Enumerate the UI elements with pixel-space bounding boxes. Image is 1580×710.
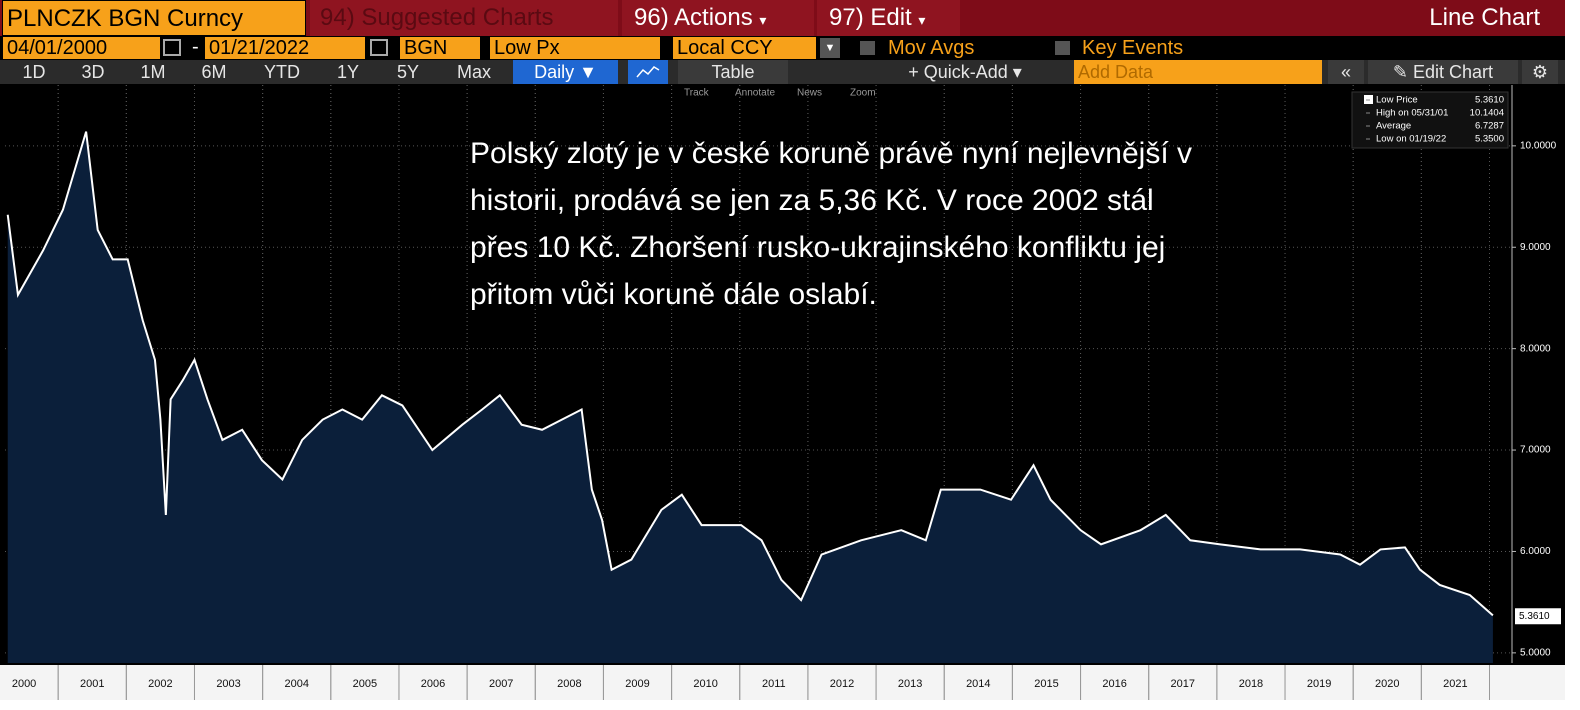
chart-kind: Line Chart <box>1429 4 1540 31</box>
dropdown-arrow: ▾ <box>918 12 926 28</box>
table-button[interactable]: Table <box>678 60 788 84</box>
x-tick-label: 2018 <box>1239 678 1263 690</box>
quick-add[interactable]: + Quick-Add ▾ <box>908 62 1022 82</box>
period[interactable]: Daily ▼ <box>513 60 618 84</box>
field[interactable]: Low Px <box>490 37 660 59</box>
add-data[interactable]: Add Data <box>1074 60 1322 84</box>
x-tick-label: 2006 <box>421 678 445 690</box>
edit-chart-label: Edit Chart <box>1413 62 1494 82</box>
source[interactable]: BGN <box>400 37 480 59</box>
chart-style[interactable] <box>628 60 668 84</box>
dash: - <box>192 36 199 58</box>
y-tick-label: 9.0000 <box>1520 242 1551 253</box>
range-button[interactable]: 1D <box>22 62 46 82</box>
tool: News <box>797 88 822 99</box>
currency[interactable]: Local CCY <box>673 37 816 59</box>
annotation: přes 10 Kč. Zhoršení rusko-ukrajinského … <box>470 231 1165 264</box>
range-button[interactable]: 6M <box>201 62 227 82</box>
tool: Zoom <box>850 88 876 99</box>
ticker[interactable]: PLNCZK BGN Curncy <box>2 0 306 36</box>
annotation: Polský zlotý je v české koruně právě nyn… <box>470 137 1192 170</box>
x-tick-label: 2000 <box>12 678 36 690</box>
dropdown-arrow: ▾ <box>759 12 767 28</box>
x-tick-label: 2009 <box>625 678 649 690</box>
stats-value: 5.3500 <box>1475 134 1504 145</box>
stats-label: Low Price <box>1376 95 1418 106</box>
x-tick-label: 2008 <box>557 678 581 690</box>
x-tick-label: 2012 <box>830 678 854 690</box>
x-tick-label: 2017 <box>1171 678 1195 690</box>
calendar-icon[interactable] <box>163 39 181 56</box>
checkbox[interactable] <box>860 41 875 55</box>
x-tick-label: 2004 <box>284 678 308 690</box>
x-tick-label: 2003 <box>216 678 240 690</box>
end-date[interactable]: 01/21/2022 <box>205 37 365 59</box>
stats-label: Average <box>1376 121 1411 132</box>
menu-label: Actions <box>674 4 753 31</box>
suggested-charts[interactable]: 94) Suggested Charts <box>310 0 618 36</box>
y-tick-label: 6.0000 <box>1520 546 1551 557</box>
key-events[interactable]: Key Events <box>1082 37 1184 59</box>
stats-value: 5.3610 <box>1475 95 1504 106</box>
stats-box <box>1351 91 1509 149</box>
range-button[interactable]: 3D <box>81 62 105 82</box>
series-area <box>7 131 1493 663</box>
mov-avgs[interactable]: Mov Avgs <box>888 37 975 59</box>
x-tick-label: 2007 <box>489 678 513 690</box>
range-button[interactable]: Max <box>456 62 491 82</box>
y-tick-label: 5.0000 <box>1520 648 1551 659</box>
stats-value: 6.7287 <box>1475 121 1504 132</box>
stats-label: Low on 01/19/22 <box>1376 134 1446 145</box>
range-button[interactable]: 1M <box>140 62 166 82</box>
y-tick-label: 10.0000 <box>1520 140 1557 151</box>
chart: Track Annotate News Zoom 5.0000 6.0000 7.0000 8… <box>0 84 1565 700</box>
x-tick-label: 2016 <box>1102 678 1126 690</box>
annotation: přitom vůči koruně dále oslabí. <box>470 278 877 311</box>
x-tick-label: 2011 <box>762 678 786 690</box>
edit-menu[interactable]: 97) Edit ▾ <box>817 0 960 36</box>
x-axis-band <box>0 665 1565 700</box>
range-button[interactable]: 5Y <box>396 62 420 82</box>
dropdown[interactable]: ▼ <box>820 38 840 58</box>
x-tick-label: 2014 <box>966 678 990 690</box>
stats-value: 10.1404 <box>1470 108 1504 119</box>
last-value-label: 5.3610 <box>1519 611 1550 622</box>
series-line <box>6 131 1494 617</box>
y-tick-label: 8.0000 <box>1520 343 1551 354</box>
settings[interactable]: ⚙ <box>1522 60 1558 84</box>
stats-label: High on 05/31/01 <box>1376 108 1448 119</box>
line-icon <box>636 66 660 78</box>
menu-number: 97) <box>829 4 864 31</box>
annotation: historii, prodává se jen za 5,36 Kč. V r… <box>470 184 1154 217</box>
checkbox[interactable] <box>1055 41 1070 55</box>
tool: Track <box>684 88 710 99</box>
collapse[interactable]: « <box>1328 60 1364 84</box>
period-label: Daily <box>534 62 575 82</box>
x-tick-label: 2010 <box>693 678 717 690</box>
menu-number: 94) <box>320 4 355 31</box>
x-tick-label: 2021 <box>1443 678 1467 690</box>
menu-label: Suggested Charts <box>361 4 554 31</box>
menu-number: 96) <box>634 4 669 31</box>
x-tick-label: 2015 <box>1034 678 1058 690</box>
x-tick-label: 2019 <box>1307 678 1331 690</box>
x-tick-label: 2005 <box>353 678 377 690</box>
quick-add-label: Quick-Add <box>923 62 1008 82</box>
calendar-icon[interactable] <box>370 39 388 56</box>
x-tick-label: 2013 <box>898 678 922 690</box>
range-button[interactable]: YTD <box>264 62 300 82</box>
tool: Annotate <box>735 88 775 99</box>
y-tick-label: 7.0000 <box>1520 445 1551 456</box>
x-tick-label: 2020 <box>1375 678 1399 690</box>
actions-menu[interactable]: 96) Actions ▾ <box>622 0 814 36</box>
x-tick-label: 2002 <box>148 678 172 690</box>
menu-label: Edit <box>870 4 912 31</box>
last-value-box <box>1515 608 1561 625</box>
edit-chart[interactable]: ✎ Edit Chart <box>1368 60 1518 84</box>
range-button[interactable]: 1Y <box>336 62 360 82</box>
start-date[interactable]: 04/01/2000 <box>3 37 160 59</box>
x-tick-label: 2001 <box>80 678 104 690</box>
